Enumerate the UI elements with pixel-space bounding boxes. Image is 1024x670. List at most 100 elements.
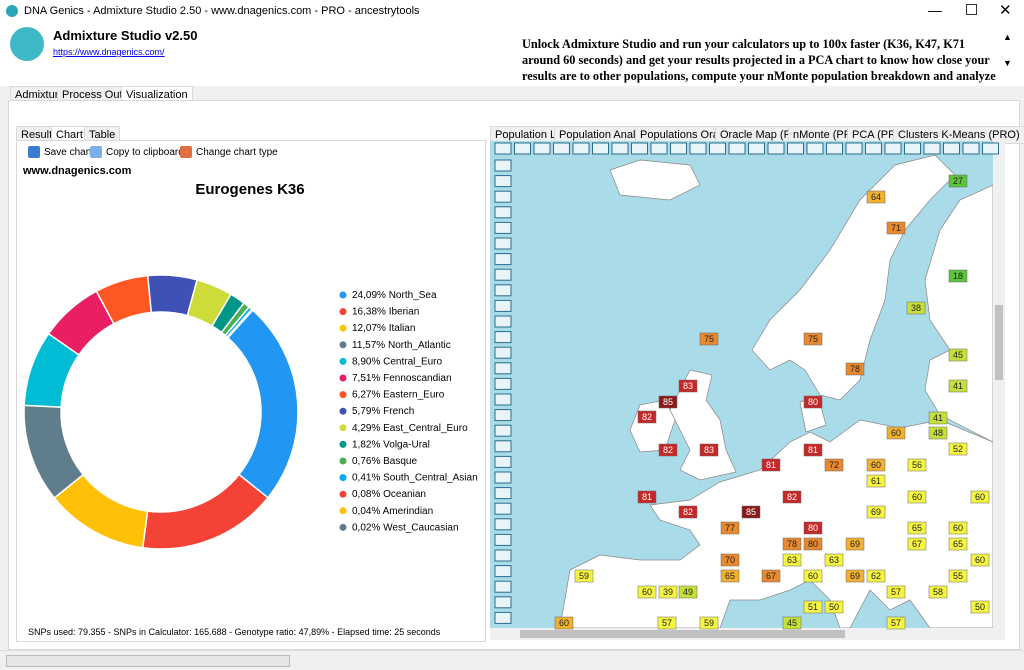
- map-checkbox[interactable]: [982, 142, 999, 155]
- map-marker[interactable]: [720, 521, 740, 535]
- map-marker[interactable]: [907, 537, 927, 551]
- map-checkbox[interactable]: [865, 142, 882, 155]
- map-checkbox[interactable]: [494, 268, 512, 281]
- map-checkbox[interactable]: [494, 346, 512, 359]
- map-checkbox[interactable]: [494, 393, 512, 406]
- map-marker[interactable]: [658, 585, 678, 599]
- map-marker[interactable]: [803, 521, 823, 535]
- map-marker[interactable]: [678, 379, 698, 393]
- tab[interactable]: Visualization: [121, 86, 193, 104]
- map-marker[interactable]: [907, 490, 927, 504]
- map-checkbox[interactable]: [494, 284, 512, 297]
- map-marker[interactable]: [886, 616, 906, 630]
- map-checkbox[interactable]: [709, 142, 726, 155]
- map-marker[interactable]: [678, 505, 698, 519]
- map-marker[interactable]: [699, 332, 719, 346]
- map-checkbox[interactable]: [943, 142, 960, 155]
- map-marker[interactable]: [948, 442, 968, 456]
- map-checkbox[interactable]: [494, 377, 512, 390]
- map-marker[interactable]: [782, 537, 802, 551]
- map-checkbox[interactable]: [631, 142, 648, 155]
- map-marker[interactable]: [886, 426, 906, 440]
- map-checkbox[interactable]: [806, 142, 824, 155]
- map-checkbox[interactable]: [494, 487, 512, 500]
- map-marker[interactable]: [803, 332, 823, 346]
- map-checkbox[interactable]: [748, 142, 765, 155]
- toolbar-icon[interactable]: [28, 146, 40, 158]
- map-marker[interactable]: [824, 553, 844, 567]
- tab[interactable]: Chart: [51, 126, 88, 144]
- map-checkbox[interactable]: [611, 142, 629, 155]
- map-checkbox[interactable]: [514, 142, 531, 155]
- map-checkbox[interactable]: [494, 190, 512, 203]
- map-marker[interactable]: [699, 443, 719, 457]
- v-scroll-thumb[interactable]: [995, 305, 1003, 380]
- map-checkbox[interactable]: [494, 533, 512, 546]
- map-checkbox[interactable]: [670, 142, 687, 155]
- map-marker[interactable]: [948, 348, 968, 362]
- scroll-up[interactable]: ▲: [1003, 32, 1012, 42]
- map-marker[interactable]: [720, 569, 740, 583]
- map-marker[interactable]: [906, 301, 926, 315]
- map-marker[interactable]: [866, 474, 886, 488]
- map-marker[interactable]: [948, 269, 968, 283]
- map-checkbox[interactable]: [494, 315, 512, 328]
- map-checkbox[interactable]: [728, 142, 746, 155]
- map-marker[interactable]: [866, 569, 886, 583]
- map-checkbox[interactable]: [494, 471, 512, 484]
- map-marker[interactable]: [678, 585, 698, 599]
- toolbar-button[interactable]: Copy to clipboard: [106, 147, 184, 158]
- v-scrollbar[interactable]: [993, 141, 1005, 628]
- map-marker[interactable]: [948, 379, 968, 393]
- map-checkbox[interactable]: [494, 596, 512, 609]
- map-marker[interactable]: [803, 569, 823, 583]
- map-checkbox[interactable]: [826, 142, 843, 155]
- map-checkbox[interactable]: [787, 142, 804, 155]
- toolbar-button[interactable]: Save chart: [44, 147, 92, 158]
- map-marker[interactable]: [866, 505, 886, 519]
- map-checkbox[interactable]: [962, 142, 980, 155]
- map-marker[interactable]: [845, 362, 865, 376]
- map-marker[interactable]: [970, 600, 990, 614]
- map-marker[interactable]: [845, 537, 865, 551]
- map-checkbox[interactable]: [494, 362, 512, 375]
- map-marker[interactable]: [658, 395, 678, 409]
- map-marker[interactable]: [803, 537, 823, 551]
- map-checkbox[interactable]: [494, 580, 512, 593]
- map-checkbox[interactable]: [494, 502, 512, 515]
- map-marker[interactable]: [637, 410, 657, 424]
- toolbar-icon[interactable]: [90, 146, 102, 158]
- toolbar-icon[interactable]: [180, 146, 192, 158]
- map-marker[interactable]: [658, 443, 678, 457]
- map-marker[interactable]: [554, 616, 574, 630]
- map-marker[interactable]: [928, 585, 948, 599]
- map-checkbox[interactable]: [650, 142, 668, 155]
- map-marker[interactable]: [741, 505, 761, 519]
- map-checkbox[interactable]: [767, 142, 785, 155]
- map-marker[interactable]: [824, 600, 844, 614]
- toolbar-button[interactable]: Change chart type: [196, 147, 278, 158]
- map-checkbox[interactable]: [494, 424, 512, 437]
- h-scroll-thumb[interactable]: [520, 630, 845, 638]
- scroll-down[interactable]: ▼: [1003, 58, 1012, 68]
- close[interactable]: ✕: [999, 2, 1012, 19]
- map-checkbox[interactable]: [494, 611, 512, 624]
- map-checkbox[interactable]: [494, 299, 512, 312]
- map-marker[interactable]: [699, 616, 719, 630]
- map-checkbox[interactable]: [494, 518, 512, 531]
- map-marker[interactable]: [782, 616, 802, 630]
- minimize[interactable]: —: [928, 2, 942, 18]
- map-checkbox[interactable]: [884, 142, 902, 155]
- map-marker[interactable]: [637, 490, 657, 504]
- map-marker[interactable]: [824, 458, 844, 472]
- map-checkbox[interactable]: [494, 175, 512, 188]
- map-marker[interactable]: [845, 569, 865, 583]
- map-checkbox[interactable]: [494, 206, 512, 219]
- map-marker[interactable]: [886, 585, 906, 599]
- map-marker[interactable]: [866, 190, 886, 204]
- tab[interactable]: Population Analysis: [554, 126, 660, 144]
- map-marker[interactable]: [928, 411, 948, 425]
- map-checkbox[interactable]: [494, 237, 512, 250]
- map-checkbox[interactable]: [572, 142, 590, 155]
- map-marker[interactable]: [970, 490, 990, 504]
